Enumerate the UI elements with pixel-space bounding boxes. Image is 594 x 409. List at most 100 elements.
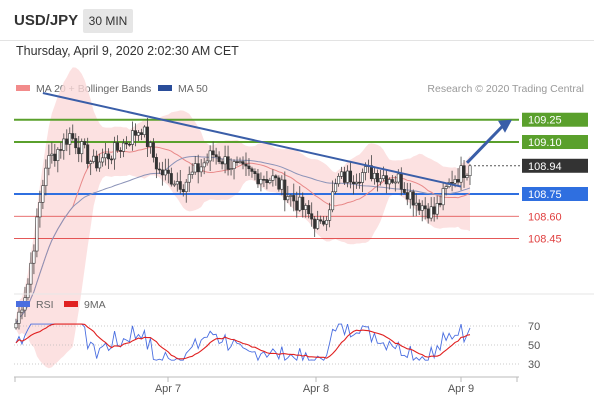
candle-body	[220, 161, 224, 165]
candle	[241, 156, 245, 170]
candle	[95, 150, 99, 172]
candle	[465, 173, 469, 181]
chart-header: USD/JPY 30 MIN	[0, 0, 594, 41]
candle-body	[226, 156, 230, 170]
candle-body	[181, 189, 185, 192]
candle-body	[450, 182, 454, 184]
candle-body	[154, 157, 158, 170]
candle-body	[307, 205, 311, 215]
candle-body	[157, 168, 161, 171]
candle-body	[235, 161, 239, 163]
candle-body	[399, 173, 403, 190]
candle	[92, 149, 96, 164]
candle	[313, 216, 317, 237]
candle	[38, 190, 42, 228]
candle	[20, 304, 24, 320]
level-label-108.60: 108.60	[528, 211, 562, 223]
candle	[151, 138, 155, 163]
candle	[277, 175, 281, 192]
candle-body	[429, 206, 433, 219]
candle-body	[71, 133, 75, 139]
candle	[354, 173, 358, 189]
rsi-9ma-line	[15, 323, 471, 360]
candle-body	[459, 165, 463, 183]
candle	[17, 304, 21, 330]
candle-body	[316, 219, 320, 229]
candle-body	[268, 179, 272, 184]
candle	[193, 156, 197, 175]
candle	[259, 172, 263, 192]
candle-body	[229, 168, 233, 170]
candle-body	[38, 202, 42, 218]
candle-body	[274, 175, 278, 179]
candle-body	[26, 283, 30, 299]
candle-body	[119, 150, 123, 152]
candle-body	[354, 181, 358, 184]
candle-body	[238, 161, 242, 163]
candle-body	[328, 209, 332, 221]
candle-body	[420, 205, 424, 211]
candle	[244, 152, 248, 176]
x-tick-label: Apr 7	[155, 383, 181, 395]
candle-body	[139, 132, 143, 135]
candle-body	[116, 142, 120, 151]
candle-body	[411, 191, 415, 206]
candle	[59, 142, 63, 159]
ma50-legend-label: MA 50	[178, 83, 208, 95]
candle-body	[163, 169, 167, 176]
candle-body	[262, 179, 266, 181]
candle-body	[86, 144, 90, 164]
candle	[384, 169, 388, 194]
candle-body	[92, 155, 96, 162]
candle	[29, 252, 33, 293]
candle	[334, 178, 338, 195]
candle-body	[32, 250, 36, 264]
candle-body	[193, 163, 197, 173]
candle-body	[151, 142, 155, 158]
timeframe-button[interactable]: 30 MIN	[83, 9, 133, 33]
candle	[372, 166, 376, 185]
candle	[387, 177, 391, 190]
candle-body	[283, 179, 287, 201]
candle	[133, 123, 137, 147]
candle	[378, 169, 382, 186]
candle-body	[41, 185, 45, 203]
candle-body	[277, 177, 281, 190]
timestamp: Thursday, April 9, 2020 2:02:30 AM CET	[16, 44, 239, 58]
candle-body	[128, 143, 132, 146]
candle-body	[175, 181, 179, 185]
candle-body	[331, 191, 335, 211]
ma20-legend-label: MA 20 + Bollinger Bands	[36, 83, 151, 95]
candle	[110, 155, 114, 165]
candle	[426, 203, 430, 224]
candle	[190, 163, 194, 179]
rsi-tick-70: 70	[528, 321, 540, 333]
candle	[360, 168, 364, 193]
candle-body	[375, 173, 379, 183]
level-tag-108.75	[522, 187, 588, 201]
rsi-legend: RSI 9MA	[16, 299, 106, 311]
candle-body	[322, 220, 326, 225]
candle	[325, 216, 329, 231]
candle	[304, 203, 308, 218]
candle-body	[125, 142, 129, 145]
candle-body	[468, 165, 472, 176]
candle	[357, 172, 361, 189]
candle	[322, 216, 326, 227]
candle-body	[301, 196, 305, 210]
candle-body	[241, 161, 245, 165]
candle	[50, 142, 54, 164]
candle-body	[133, 130, 137, 136]
candle-body	[172, 183, 176, 186]
candle-body	[122, 142, 126, 152]
candle	[113, 136, 117, 170]
candle	[331, 180, 335, 213]
candle-body	[247, 165, 251, 170]
rsi-tick-50: 50	[528, 340, 540, 352]
candle	[250, 166, 254, 178]
candle	[423, 197, 427, 220]
candle-body	[44, 167, 48, 186]
candle	[301, 192, 305, 218]
candle-body	[393, 181, 397, 184]
candle	[402, 182, 406, 195]
